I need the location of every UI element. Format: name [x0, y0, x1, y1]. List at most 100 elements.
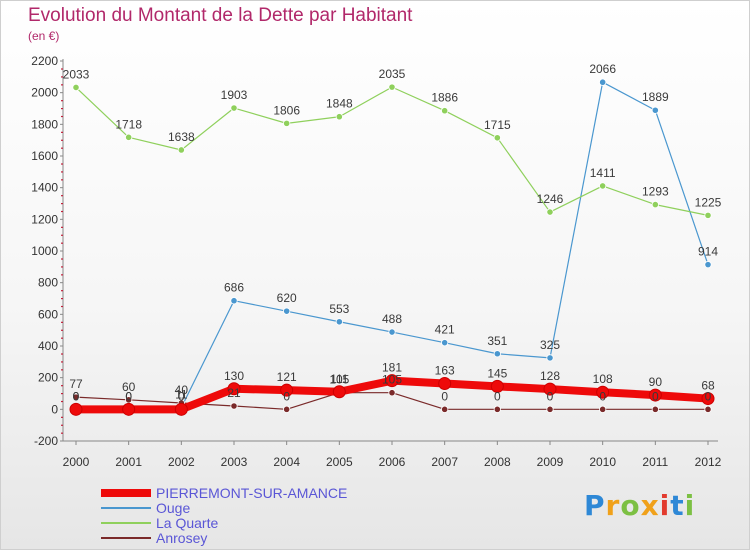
data-label: 77 [69, 377, 83, 391]
data-label: 1848 [326, 97, 353, 111]
data-point [230, 104, 238, 112]
data-point [72, 393, 80, 401]
x-tick-label: 2002 [168, 455, 195, 469]
y-minor-tick [61, 266, 63, 268]
data-label: 60 [122, 380, 136, 394]
data-label: 0 [652, 389, 659, 403]
data-point [332, 385, 346, 399]
y-tick-label: 600 [38, 307, 58, 321]
logo-letter: r [605, 489, 621, 522]
y-minor-tick [61, 258, 63, 260]
data-point [72, 83, 80, 92]
data-label: 0 [547, 389, 554, 403]
logo-letter: i [659, 489, 671, 522]
y-minor-tick [61, 108, 63, 110]
y-minor-tick [61, 139, 63, 141]
x-tick-label: 2006 [379, 455, 406, 469]
data-point [230, 402, 238, 410]
data-label: 0 [73, 389, 80, 403]
y-minor-tick [61, 361, 63, 363]
y-tick-label: 1400 [31, 181, 58, 195]
data-label: 1903 [221, 88, 248, 102]
data-point [651, 405, 659, 413]
logo-letter: i [684, 489, 696, 522]
data-point [599, 182, 607, 190]
data-label: 1638 [168, 130, 195, 144]
data-point [546, 354, 554, 362]
data-label: 0 [283, 389, 290, 403]
data-label: 2066 [589, 62, 616, 76]
data-point [441, 405, 449, 413]
y-minor-tick [61, 242, 63, 244]
data-point [385, 374, 399, 388]
chart-title: Evolution du Montant de la Dette par Hab… [28, 5, 413, 26]
data-point [493, 350, 501, 358]
data-point [546, 208, 554, 216]
data-point [174, 402, 188, 416]
data-point [280, 383, 294, 397]
logo-letter: x [640, 489, 660, 522]
y-minor-tick [61, 147, 63, 149]
y-minor-tick [61, 353, 63, 355]
data-label: 0 [125, 389, 132, 403]
data-label: 128 [540, 369, 560, 383]
x-tick-label: 2009 [537, 455, 564, 469]
data-label: 0 [599, 389, 606, 403]
data-point [490, 379, 504, 393]
data-label: 130 [224, 369, 244, 383]
x-tick-label: 2000 [63, 455, 90, 469]
logo-letter: o [620, 489, 641, 522]
data-label: 163 [435, 364, 455, 378]
data-label: 90 [649, 375, 663, 389]
data-label: 0 [494, 389, 501, 403]
data-label: 1806 [273, 103, 300, 117]
data-point [543, 382, 557, 396]
data-point [704, 261, 712, 269]
y-minor-tick [61, 385, 63, 387]
y-minor-tick [61, 226, 63, 228]
data-label: 1225 [695, 195, 722, 209]
data-label: 145 [487, 366, 507, 380]
data-label: 1889 [642, 90, 669, 104]
y-minor-tick [61, 432, 63, 434]
data-point [125, 133, 133, 141]
data-label: 40 [175, 383, 189, 397]
data-label: 421 [435, 323, 455, 337]
y-minor-tick [61, 329, 63, 331]
data-label: 553 [329, 302, 349, 316]
data-point [388, 389, 396, 397]
data-label: 1715 [484, 118, 511, 132]
y-minor-tick [61, 179, 63, 181]
y-minor-tick [61, 163, 63, 165]
y-minor-tick [61, 195, 63, 197]
y-tick-label: 200 [38, 371, 58, 385]
x-tick-label: 2001 [115, 455, 142, 469]
data-label: 108 [593, 372, 613, 386]
data-point [599, 78, 607, 86]
data-point [648, 388, 662, 402]
legend-label: PIERREMONT-SUR-AMANCE [156, 485, 347, 501]
data-label: 0 [73, 389, 80, 403]
x-tick-label: 2003 [221, 455, 248, 469]
data-point [438, 377, 452, 391]
y-minor-tick [61, 84, 63, 86]
data-label: 11 [175, 388, 188, 402]
data-point [283, 405, 291, 413]
x-tick-label: 2012 [695, 455, 722, 469]
data-label: 21 [227, 386, 241, 400]
data-label: 351 [487, 334, 507, 348]
data-label: 1411 [590, 166, 616, 180]
y-minor-tick [61, 416, 63, 418]
x-tick-label: 2007 [431, 455, 458, 469]
data-label: 2035 [379, 67, 406, 81]
y-minor-tick [61, 290, 63, 292]
y-tick-label: 1200 [31, 212, 58, 226]
x-tick-label: 2011 [642, 455, 668, 469]
y-minor-tick [61, 274, 63, 276]
data-point [441, 107, 449, 115]
data-point [177, 146, 185, 154]
data-label: 105 [329, 373, 349, 387]
data-point [69, 402, 83, 416]
y-tick-label: 2200 [31, 54, 58, 68]
proxiti-logo: Proxiti [584, 489, 695, 522]
